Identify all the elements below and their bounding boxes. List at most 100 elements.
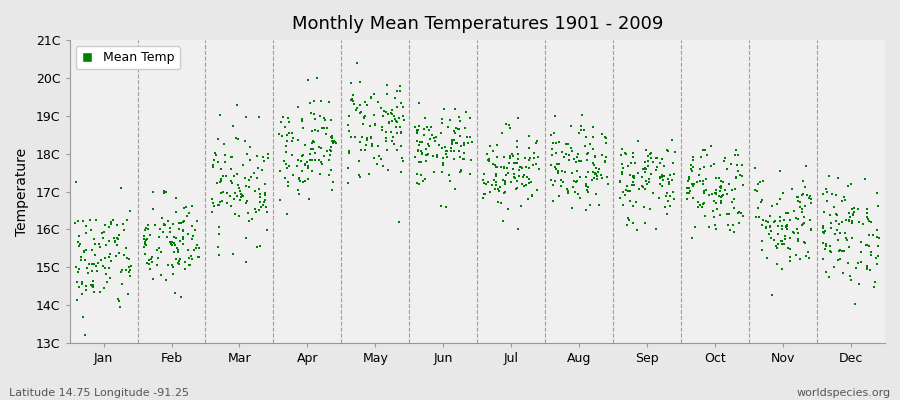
Point — [183, 262, 197, 268]
Point — [417, 126, 431, 132]
Point — [489, 173, 503, 180]
Point — [686, 164, 700, 170]
Y-axis label: Temperature: Temperature — [15, 148, 29, 236]
Point — [763, 223, 778, 230]
Point — [294, 168, 309, 174]
Point — [157, 221, 171, 228]
Point — [552, 139, 566, 145]
Point — [759, 224, 773, 231]
Point — [795, 222, 809, 228]
Point — [367, 91, 382, 98]
Point — [427, 169, 441, 176]
Point — [353, 102, 367, 108]
Point — [554, 149, 569, 155]
Point — [594, 171, 608, 178]
Point — [442, 172, 456, 178]
Point — [211, 244, 225, 250]
Point — [690, 198, 705, 205]
Point — [547, 177, 562, 184]
Point — [691, 204, 706, 210]
Point — [797, 214, 812, 220]
Point — [445, 138, 459, 144]
Point — [159, 277, 174, 283]
Point — [293, 158, 308, 164]
Point — [836, 270, 850, 276]
Point — [515, 165, 529, 171]
Point — [151, 255, 166, 262]
Point — [233, 194, 248, 200]
Point — [366, 155, 381, 162]
Point — [686, 182, 700, 189]
Point — [802, 194, 816, 201]
Point — [410, 171, 424, 177]
Point — [748, 164, 762, 171]
Point — [102, 224, 116, 230]
Point — [619, 151, 634, 157]
Point — [870, 234, 885, 240]
Point — [302, 196, 317, 203]
Point — [421, 127, 436, 134]
Point — [594, 131, 608, 137]
Point — [97, 254, 112, 261]
Point — [434, 203, 448, 209]
Point — [432, 142, 446, 148]
Point — [707, 222, 722, 228]
Point — [113, 184, 128, 191]
Point — [569, 178, 583, 185]
Point — [616, 165, 630, 172]
Point — [274, 132, 289, 139]
Point — [623, 198, 637, 205]
Point — [643, 151, 657, 157]
Point — [668, 148, 682, 155]
Point — [568, 188, 582, 195]
Point — [453, 154, 467, 160]
Point — [663, 193, 678, 200]
Point — [382, 120, 396, 126]
Point — [823, 243, 837, 249]
Point — [281, 183, 295, 189]
Point — [385, 138, 400, 144]
Point — [173, 238, 187, 244]
Point — [662, 172, 677, 178]
Point — [654, 174, 669, 180]
Point — [257, 181, 272, 187]
Point — [344, 96, 358, 103]
Point — [278, 124, 293, 130]
Point — [816, 208, 831, 215]
Point — [81, 269, 95, 276]
Point — [665, 137, 680, 144]
Point — [178, 266, 193, 272]
Point — [850, 206, 865, 212]
Point — [646, 159, 661, 165]
Point — [304, 140, 319, 146]
Point — [705, 190, 719, 197]
Point — [122, 264, 137, 270]
Point — [243, 144, 257, 150]
Point — [233, 197, 248, 203]
Point — [464, 156, 478, 163]
Point — [697, 200, 711, 206]
Text: Latitude 14.75 Longitude -91.25: Latitude 14.75 Longitude -91.25 — [9, 388, 189, 398]
Point — [498, 188, 512, 195]
Point — [76, 248, 91, 254]
Point — [644, 155, 658, 162]
Point — [342, 150, 356, 156]
Point — [69, 264, 84, 270]
Point — [238, 200, 253, 206]
Point — [598, 135, 613, 141]
Point — [286, 172, 301, 178]
Point — [479, 181, 493, 188]
Point — [137, 244, 151, 250]
Point — [701, 224, 716, 230]
Point — [161, 262, 176, 268]
Point — [292, 178, 307, 184]
Point — [798, 253, 813, 259]
Point — [94, 230, 109, 236]
Point — [422, 143, 436, 149]
Point — [828, 230, 842, 237]
Point — [138, 239, 152, 245]
Point — [148, 222, 163, 228]
Point — [687, 181, 701, 188]
Point — [420, 123, 435, 130]
Point — [297, 178, 311, 184]
